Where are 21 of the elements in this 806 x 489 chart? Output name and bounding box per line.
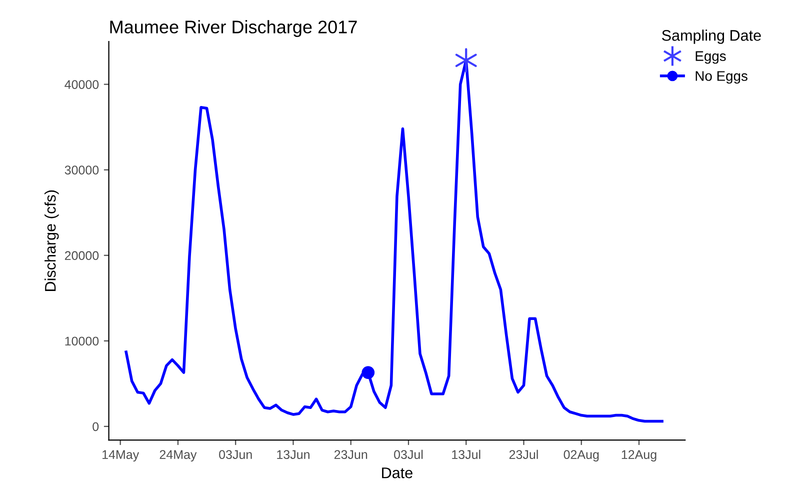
x-tick-label: 02Aug [564,450,599,462]
legend-title: Sampling Date [662,30,761,44]
x-tick-label: 13Jun [277,450,310,460]
y-tick-label: 10000 [65,336,99,346]
x-tick-label: 24May [160,450,197,462]
x-tick-label: 12Aug [622,450,656,462]
x-tick-label: 23Jun [334,450,368,460]
legend-label: No Eggs [696,71,748,84]
y-tick-label: 30000 [64,166,99,174]
x-axis-title: Date [382,468,412,478]
y-axis-title: Discharge (cfs) [44,190,59,291]
x-tick-label: 23Jul [509,450,538,460]
x-tick-label: 03Jun [219,450,252,460]
legend-label: Eggs [696,51,726,64]
y-tick-label: 20000 [64,251,99,260]
y-tick-label: 0 [92,422,99,432]
x-tick-label: 13Jul [452,450,480,460]
x-tick-label: 03Jul [394,450,423,460]
x-tick-label: 14May [102,450,140,462]
y-tick-label: 40000 [64,80,99,89]
chart-title: Maumee River Discharge 2017 [110,20,357,37]
